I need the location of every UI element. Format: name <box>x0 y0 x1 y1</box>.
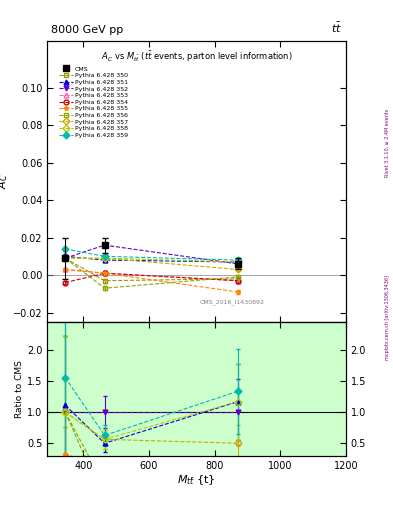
Text: Rivet 3.1.10, ≥ 2.4M events: Rivet 3.1.10, ≥ 2.4M events <box>385 109 389 178</box>
Y-axis label: Ratio to CMS: Ratio to CMS <box>15 360 24 418</box>
Legend: CMS, Pythia 6.428 350, Pythia 6.428 351, Pythia 6.428 352, Pythia 6.428 353, Pyt: CMS, Pythia 6.428 350, Pythia 6.428 351,… <box>56 64 130 140</box>
X-axis label: $M_{t\bar{t}}$ {t}: $M_{t\bar{t}}$ {t} <box>177 473 216 487</box>
Text: $t\bar{t}$: $t\bar{t}$ <box>331 21 342 35</box>
Text: mcplots.cern.ch [arXiv:1306.3436]: mcplots.cern.ch [arXiv:1306.3436] <box>385 275 389 360</box>
Text: CMS_2016_I1430892: CMS_2016_I1430892 <box>200 300 265 305</box>
Text: $A_C$ vs $M_{t\bar{t}}$ ($t\bar{t}$ events, parton level information): $A_C$ vs $M_{t\bar{t}}$ ($t\bar{t}$ even… <box>101 49 292 64</box>
Text: 8000 GeV pp: 8000 GeV pp <box>51 25 123 35</box>
Y-axis label: $A_C$: $A_C$ <box>0 174 10 189</box>
